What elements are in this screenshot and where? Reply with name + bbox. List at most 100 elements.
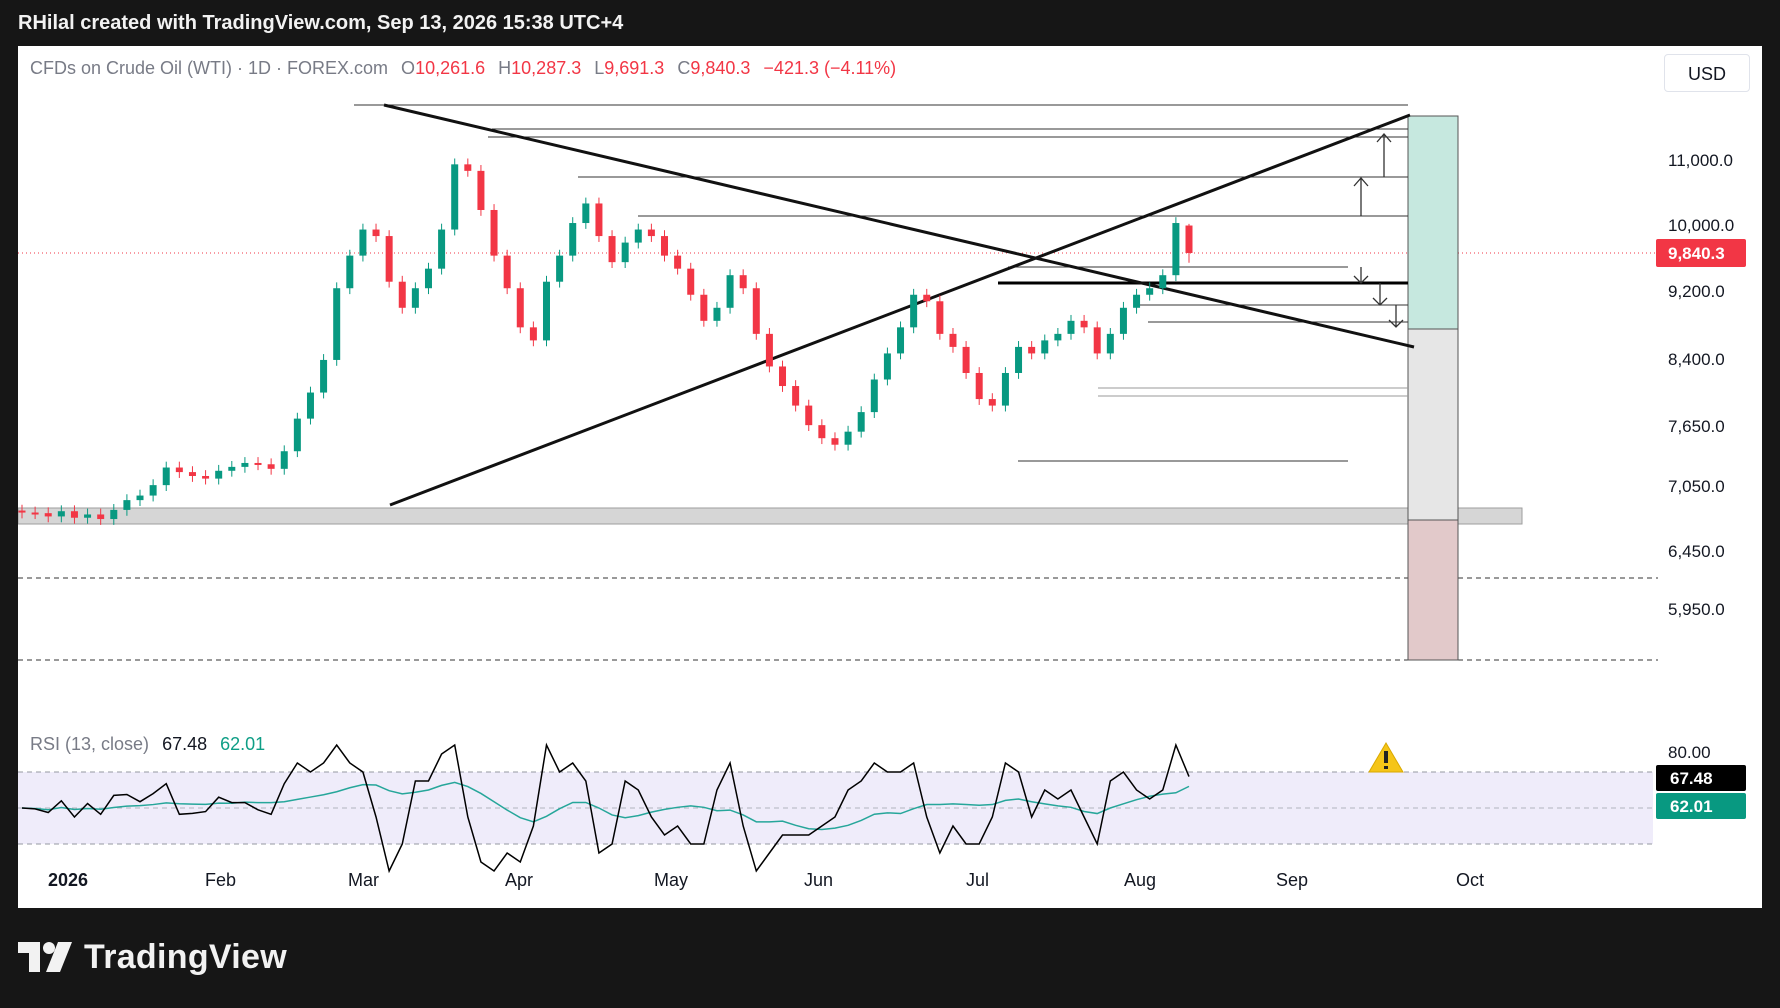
candle-body [333, 288, 341, 360]
chart-panel[interactable]: 11,000.0 10,000.0 9,200.0 8,400.0 7,650.… [18, 46, 1762, 908]
rsi-line [21, 742, 1190, 874]
candle-body [18, 510, 26, 513]
candle-body [910, 294, 918, 328]
candle-body [503, 255, 511, 289]
projection-arrows [1353, 133, 1404, 328]
caption-bar: RHilal created with TradingView.com, Sep… [0, 0, 1780, 46]
x-tick-label: May [654, 870, 688, 890]
rsi-legend-value: 67.48 [162, 734, 208, 754]
candle-body [110, 509, 118, 520]
open-value: 10,261.6 [415, 58, 486, 78]
candle-body [556, 255, 564, 282]
descending-trendline [383, 103, 1415, 349]
candle-body [188, 472, 196, 477]
x-tick-label: Feb [205, 870, 236, 890]
x-tick-label: Oct [1456, 870, 1484, 890]
candle-body [1080, 320, 1088, 328]
candle-body [44, 513, 52, 517]
candle-body [739, 275, 747, 289]
candle-body [726, 275, 734, 308]
candle-body [765, 333, 773, 367]
candle-body [1133, 294, 1141, 308]
candle-body [175, 467, 183, 473]
candle-body [1028, 346, 1036, 354]
x-tick-label: Jun [804, 870, 833, 890]
rsi-ma-line [21, 781, 1190, 831]
brand-name: TradingView [84, 937, 287, 976]
y-tick-label: 8,400.0 [1668, 350, 1725, 369]
candle-body [70, 511, 78, 518]
candle-body [451, 164, 459, 230]
candle-body [293, 418, 301, 452]
candles-layer [18, 158, 1193, 525]
candle-body [1054, 333, 1062, 341]
candle-body [31, 512, 39, 515]
candle-body [608, 236, 616, 263]
candle-body [267, 464, 275, 469]
symbol-title: CFDs on Crude Oil (WTI) · 1D · FOREX.com [30, 58, 389, 78]
ascending-trendline [389, 113, 1411, 507]
candle-body [844, 431, 852, 445]
x-tick-label: Jul [966, 870, 989, 890]
price-chart[interactable]: 11,000.0 10,000.0 9,200.0 8,400.0 7,650.… [18, 46, 1762, 908]
x-tick-label: Sep [1276, 870, 1308, 890]
candle-body [700, 294, 708, 321]
rsi-value-tag [1656, 765, 1746, 791]
candle-body [1146, 288, 1154, 295]
candle-body [123, 500, 131, 510]
candle-body [97, 514, 105, 520]
candle-body [320, 359, 328, 393]
candle-body [162, 467, 170, 486]
candle-body [870, 379, 878, 413]
y-tick-label: 11,000.0 [1668, 151, 1733, 170]
candle-body [1093, 327, 1101, 354]
candle-body [687, 268, 695, 295]
candle-body [1041, 340, 1049, 354]
target-zone [1407, 115, 1459, 330]
candle-body [975, 372, 983, 400]
rsi-legend: RSI (13, close) 67.48 62.01 [30, 734, 265, 755]
candle-body [1119, 307, 1127, 334]
y-tick-label: 7,650.0 [1668, 417, 1725, 436]
candle-body [897, 327, 905, 354]
candle-body [883, 353, 891, 380]
candle-body [569, 223, 577, 256]
candle-body [988, 399, 996, 406]
y-tick-label: 6,450.0 [1668, 542, 1725, 561]
last-price-tag [1656, 239, 1746, 267]
rsi-y-tick: 80.00 [1668, 743, 1711, 762]
rsi-legend-ma: 62.01 [220, 734, 266, 754]
candle-body [149, 485, 157, 496]
y-tick-label: 5,950.0 [1668, 600, 1725, 619]
candle-body [779, 366, 787, 387]
candle-body [84, 514, 92, 518]
rsi-ma-tag [1656, 793, 1746, 819]
candle-body [490, 209, 498, 256]
candle-body [621, 242, 629, 263]
candle-body [57, 511, 65, 517]
candle-body [424, 268, 432, 289]
candle-body [1159, 275, 1167, 289]
warning-icon[interactable] [1368, 742, 1404, 773]
candle-body [805, 405, 813, 426]
candle-body [674, 255, 682, 269]
currency-button[interactable]: USD [1664, 54, 1750, 92]
close-value: 9,840.3 [690, 58, 751, 78]
x-tick-label: Aug [1124, 870, 1156, 890]
candle-body [713, 307, 721, 321]
candle-body [359, 229, 367, 256]
candle-body [477, 170, 485, 210]
candle-body [438, 229, 446, 269]
brand-logo: TradingView [18, 932, 287, 982]
high-value: 10,287.3 [511, 58, 582, 78]
candle-body [516, 288, 524, 328]
x-tick-label: Apr [505, 870, 533, 890]
candle-body [215, 470, 223, 479]
candle-body [385, 236, 393, 282]
rsi-layer [21, 742, 1190, 874]
low-value: 9,691.3 [604, 58, 665, 78]
candle-body [241, 462, 249, 467]
change-value: −421.3 (−4.11%) [763, 58, 897, 78]
candle-body [306, 392, 314, 419]
candle-body [831, 438, 839, 445]
